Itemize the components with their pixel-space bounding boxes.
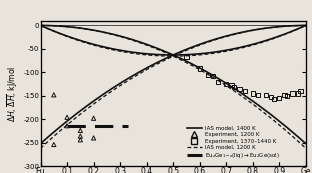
Point <box>205 73 210 76</box>
Point <box>229 84 234 86</box>
Point <box>250 92 255 95</box>
Point <box>65 116 70 119</box>
Legend: IAS model, 1400 K, Experiment, 1200 K, Experiment, 1370–1440 K, IAS model, 1200 : IAS model, 1400 K, Experiment, 1200 K, E… <box>187 126 280 160</box>
Point <box>51 143 56 146</box>
Point <box>256 93 261 96</box>
Point <box>263 93 268 96</box>
Point <box>78 135 83 138</box>
Point <box>216 80 221 83</box>
Point <box>78 138 83 141</box>
Point <box>65 124 70 127</box>
Point <box>282 93 287 96</box>
Point <box>78 129 83 132</box>
Point <box>197 67 202 70</box>
Point <box>224 83 229 85</box>
Point <box>285 94 290 97</box>
Point <box>298 90 303 92</box>
Point <box>91 136 96 139</box>
Point <box>91 117 96 120</box>
Point <box>271 98 276 101</box>
Point <box>295 92 300 95</box>
Point <box>269 95 274 98</box>
Point <box>51 93 56 96</box>
Point <box>237 87 242 90</box>
Point <box>242 90 247 92</box>
Point <box>210 75 215 78</box>
Point <box>232 86 236 89</box>
Point <box>277 97 282 99</box>
Y-axis label: $\Delta H$, $\overline{\Delta H}$, kJ/mol: $\Delta H$, $\overline{\Delta H}$, kJ/mo… <box>6 65 20 122</box>
Point <box>184 56 189 59</box>
Point <box>290 92 295 95</box>
